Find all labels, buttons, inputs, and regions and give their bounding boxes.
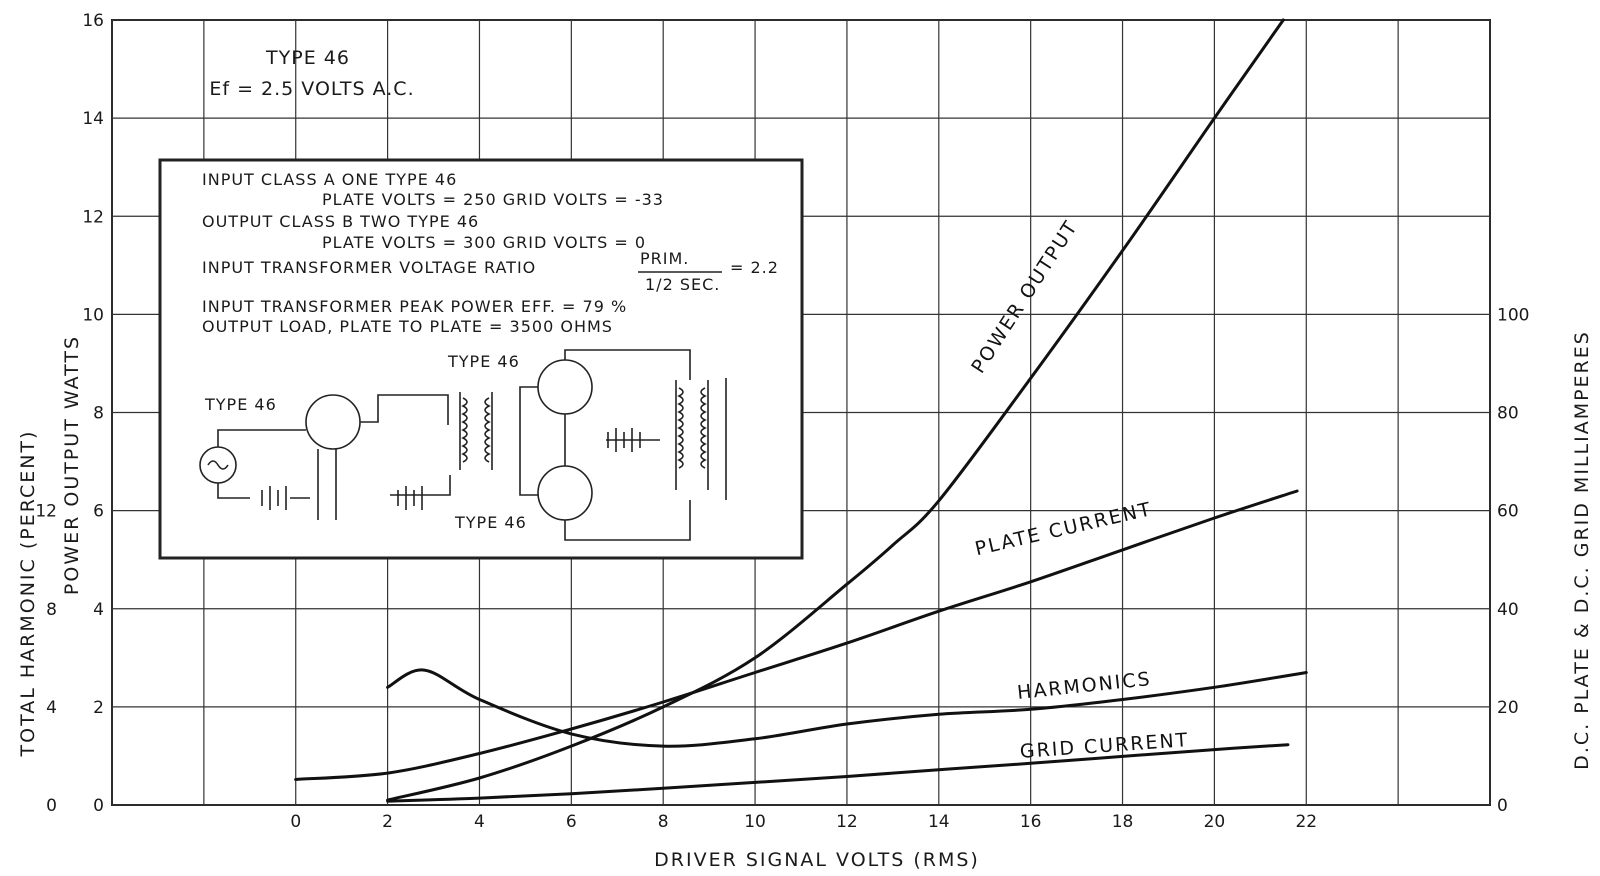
y-tick-label-watts: 0 (93, 796, 104, 816)
x-tick-label: 16 (1020, 812, 1042, 832)
annotation-text: PLATE VOLTS = 250 GRID VOLTS = -33 (322, 190, 664, 209)
x-tick-label: 8 (658, 812, 669, 832)
y-tick-label-ma: 20 (1497, 698, 1519, 718)
y-tick-label-harmonic: 0 (46, 796, 57, 816)
y-tick-label-watts: 2 (93, 698, 104, 718)
chart-title: TYPE 46 (265, 47, 350, 69)
annotation-text: 1/2 SEC. (645, 275, 720, 294)
y-tick-label-ma: 40 (1497, 600, 1519, 620)
annotation-text: INPUT TRANSFORMER PEAK POWER EFF. = 79 % (202, 297, 627, 316)
x-tick-label: 18 (1112, 812, 1134, 832)
x-tick-label: 14 (928, 812, 950, 832)
x-tick-label: 6 (566, 812, 577, 832)
y-tick-label-watts: 16 (82, 11, 104, 31)
y-tick-label-watts: 12 (82, 207, 104, 227)
x-tick-label: 22 (1295, 812, 1317, 832)
y-tick-label-harmonic: 12 (35, 502, 57, 522)
annotation-text: OUTPUT CLASS B TWO TYPE 46 (202, 212, 479, 231)
series-plate-current-label: PLATE CURRENT (973, 498, 1154, 560)
series-power-output-label: POWER OUTPUT (967, 216, 1082, 377)
y-tick-label-ma: 0 (1497, 796, 1508, 816)
annotation-text: INPUT TRANSFORMER VOLTAGE RATIO (202, 258, 536, 277)
y-tick-label-ma: 80 (1497, 404, 1519, 424)
annotation-text: TYPE 46 (204, 395, 277, 414)
x-tick-label: 12 (836, 812, 858, 832)
x-tick-label: 0 (290, 812, 301, 832)
y-axis-label-harmonic: TOTAL HARMONIC (PERCENT) (17, 430, 39, 758)
y-tick-label-watts: 6 (93, 502, 104, 522)
x-tick-label: 10 (744, 812, 766, 832)
y-tick-label-ma: 60 (1497, 502, 1519, 522)
battery-icon (261, 428, 641, 510)
x-tick-label: 2 (382, 812, 393, 832)
x-axis-label: DRIVER SIGNAL VOLTS (RMS) (654, 849, 980, 871)
annotation-text: = 2.2 (730, 258, 779, 277)
annotation-text: OUTPUT LOAD, PLATE TO PLATE = 3500 OHMS (202, 317, 613, 336)
x-tick-label: 4 (474, 812, 485, 832)
ticks: 0 2 4 6 8 10 12 14 16 18 20 22 0 2 4 6 8 10 12 14 16 0 4 8 12 0 20… (35, 11, 1529, 832)
series-plate-current-line (294, 489, 1299, 781)
y-tick-label-harmonic: 4 (46, 698, 57, 718)
y-tick-label-harmonic: 8 (46, 600, 57, 620)
annotation-text: TYPE 46 (454, 513, 527, 532)
y-tick-label-watts: 14 (82, 109, 104, 129)
y-axis-label-watts: POWER OUTPUT WATTS (61, 335, 83, 595)
transformer-core-icon (459, 378, 727, 500)
y-tick-label-ma: 100 (1497, 305, 1529, 325)
wiring-icon (217, 349, 691, 541)
y-tick-label-watts: 8 (93, 404, 104, 424)
annotation-text: INPUT CLASS A ONE TYPE 46 (202, 170, 457, 189)
annotation-text: PLATE VOLTS = 300 GRID VOLTS = 0 (322, 233, 646, 252)
annotation-text: PRIM. (640, 249, 689, 268)
y-tick-label-watts: 10 (82, 305, 104, 325)
series-harmonics-line (386, 668, 1308, 748)
series-grid-current-line (386, 743, 1290, 803)
x-tick-label: 20 (1204, 812, 1226, 832)
y-tick-label-watts: 4 (93, 600, 104, 620)
transformer-coil-icon (461, 387, 707, 469)
y-axis-label-ma: D.C. PLATE & D.C. GRID MILLIAMPERES (1571, 330, 1593, 770)
inset-frame (158, 158, 804, 560)
series-power-output-line (386, 18, 1285, 802)
annotation-text: TYPE 46 (447, 352, 520, 371)
chart-subtitle: Ef = 2.5 VOLTS A.C. (209, 78, 414, 100)
ac-wave-icon (207, 460, 229, 470)
